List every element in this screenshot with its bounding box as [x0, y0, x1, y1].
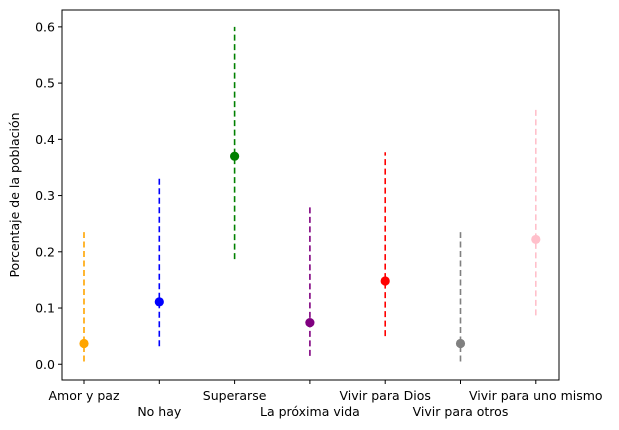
y-axis-title: Porcentaje de la población — [7, 112, 22, 277]
data-point — [154, 297, 164, 307]
x-tick-label: Vivir para uno mismo — [469, 388, 603, 403]
data-point — [455, 338, 466, 349]
y-tick-label: 0.3 — [35, 188, 55, 203]
x-tick-label: Vivir para otros — [413, 404, 509, 419]
data-point — [79, 338, 89, 349]
y-axis: 0.0 0.1 0.2 0.3 0.4 0.5 0.6 — [35, 19, 62, 372]
plot-area — [79, 26, 541, 362]
axes-frame — [61, 9, 560, 381]
x-tick-label: La próxima vida — [260, 404, 360, 419]
y-tick-label: 0.6 — [35, 19, 55, 34]
x-tick-label: Vivir para Dios — [340, 388, 431, 403]
data-point — [380, 276, 390, 286]
y-tick-label: 0.2 — [35, 244, 55, 259]
x-tick-label: Superarse — [203, 388, 267, 403]
data-point — [531, 234, 541, 245]
data-point — [230, 151, 240, 161]
y-tick-label: 0.4 — [35, 132, 55, 147]
y-tick-label: 0.0 — [35, 357, 55, 372]
y-tick-label: 0.1 — [35, 301, 55, 316]
x-tick-label: No hay — [137, 404, 182, 419]
data-point — [305, 318, 315, 328]
x-tick-label: Amor y paz — [48, 388, 119, 403]
y-tick-label: 0.5 — [35, 76, 55, 91]
